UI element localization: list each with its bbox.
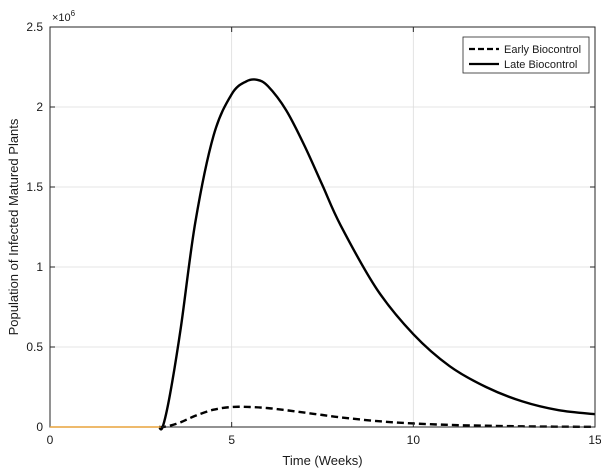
y-axis-exponent-base: ×10 [52, 12, 71, 24]
y-tick-label: 0.5 [26, 340, 43, 354]
y-tick-label: 2.5 [26, 20, 43, 34]
legend-label-early-biocontrol: Early Biocontrol [504, 44, 581, 56]
y-tick-label: 2 [36, 100, 43, 114]
x-tick-label: 15 [588, 433, 601, 447]
axes: 0 5 10 15 0 0.5 1 1.5 2 2.5 [26, 20, 601, 447]
x-tick-label: 0 [47, 433, 54, 447]
plot-frame [49, 26, 596, 428]
plot-area [50, 27, 595, 427]
legend-box [462, 36, 590, 74]
x-axis-label: Time (Weeks) [282, 453, 362, 468]
series-line-early-biocontrol [158, 405, 596, 429]
legend-label-late-biocontrol: Late Biocontrol [504, 59, 577, 71]
series-line-late-biocontrol [157, 78, 596, 431]
y-tick-label: 0 [36, 420, 43, 434]
y-axis-label: Population of Infected Matured Plants [6, 118, 21, 335]
y-tick-label: 1.5 [26, 180, 43, 194]
y-axis-exponent: ×106 [52, 9, 76, 24]
y-tick-label: 1 [36, 260, 43, 274]
series-lines [157, 78, 596, 431]
x-tick-label: 10 [407, 433, 421, 447]
y-axis-exponent-power: 6 [71, 9, 76, 18]
x-tick-label: 5 [228, 433, 235, 447]
legend: Early Biocontrol Late Biocontrol [462, 36, 590, 74]
